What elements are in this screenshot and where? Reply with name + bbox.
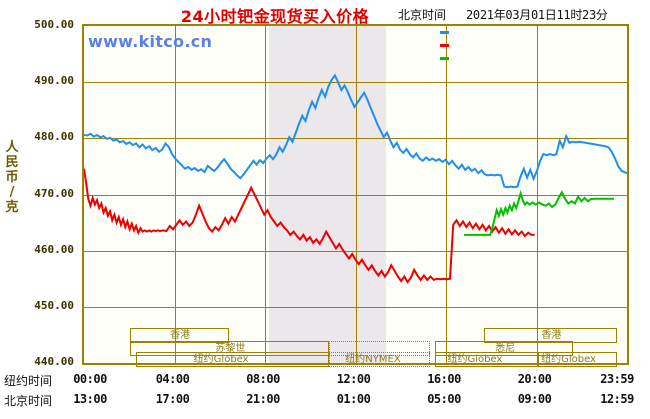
- market-session-bar: 苏黎世: [129, 341, 330, 356]
- y-axis-label-char: 币: [5, 170, 19, 185]
- y-axis-label-char: 克: [5, 200, 19, 215]
- market-session-label: 纽约Globex: [541, 354, 596, 365]
- market-session-bar: [329, 341, 430, 356]
- beijing-time-tick: 17:00: [155, 392, 190, 406]
- beijing-time-tick: 01:00: [336, 392, 371, 406]
- vertical-gridline: [175, 26, 176, 363]
- market-session-label: 香港: [170, 330, 191, 341]
- beijing-time-tick: 12:59: [600, 392, 634, 406]
- y-axis-label: 人民币 / 克: [4, 140, 20, 215]
- y-axis-tick-label: 470.00: [34, 186, 74, 200]
- market-session-label: 纽约NYMEX: [345, 354, 401, 365]
- price-series-line: [84, 168, 535, 284]
- market-session-bar: 纽约Globex: [538, 352, 617, 367]
- y-axis-tick-label: 490.00: [34, 74, 74, 88]
- y-axis-label-char: 民: [5, 155, 19, 170]
- market-session-bar: 纽约Globex: [434, 352, 539, 367]
- price-series-line: [464, 189, 614, 236]
- ny-time-tick: 20:00: [517, 372, 552, 386]
- vertical-gridline: [537, 26, 538, 363]
- legend-color-swatch: [440, 31, 449, 34]
- y-axis-label-char: 人: [5, 140, 19, 155]
- ny-time-tick: 08:00: [246, 372, 280, 386]
- ny-time-tick: 16:00: [427, 372, 461, 386]
- beijing-time-value: 2021年03月01日11时23分: [466, 8, 608, 22]
- ny-time-tick: 12:00: [336, 372, 371, 386]
- chart-legend: [440, 26, 626, 65]
- vertical-gridline: [265, 26, 266, 363]
- page-title: 24小时钯金现货买入价格: [180, 7, 370, 26]
- legend-color-swatch: [440, 44, 449, 47]
- horizontal-gridline: [84, 251, 627, 252]
- market-session-bar: 纽约Globex: [136, 352, 330, 367]
- beijing-time-label: 北京时间: [398, 8, 447, 22]
- horizontal-gridline: [84, 82, 627, 83]
- ny-time-row-label: 纽约时间: [4, 374, 53, 388]
- y-axis-tick-label: 480.00: [34, 130, 74, 144]
- legend-item: [440, 52, 626, 65]
- ny-time-tick: 23:59: [600, 372, 634, 386]
- vertical-gridline: [356, 26, 357, 363]
- price-line-chart: [84, 73, 627, 284]
- vertical-gridline: [446, 26, 447, 363]
- market-session-bar: 香港: [483, 328, 617, 343]
- y-axis-label-char: /: [9, 185, 15, 200]
- legend-item: [440, 26, 626, 39]
- ny-time-tick: 00:00: [73, 372, 107, 386]
- market-session-label: 香港: [541, 330, 562, 341]
- horizontal-gridline: [84, 195, 627, 196]
- market-session-bar: 纽约NYMEX: [329, 352, 430, 367]
- chart-plot-area: www.kitco.cn: [82, 24, 629, 365]
- market-session-label: 纽约Globex: [447, 354, 503, 365]
- beijing-time-row-label: 北京时间: [4, 394, 53, 408]
- y-axis-tick-label: 440.00: [34, 355, 74, 368]
- chart-inner: www.kitco.cn: [84, 26, 627, 363]
- legend-color-swatch: [440, 57, 449, 60]
- y-axis-tick-label: 450.00: [34, 298, 74, 312]
- beijing-time-tick: 09:00: [517, 392, 552, 406]
- y-axis-tick-label: 460.00: [34, 242, 74, 256]
- beijing-time-tick: 05:00: [427, 392, 461, 406]
- horizontal-gridline: [84, 307, 627, 308]
- beijing-time-tick: 13:00: [73, 392, 107, 406]
- market-session-label: 悉尼: [495, 343, 516, 354]
- beijing-time-tick: 21:00: [246, 392, 280, 406]
- legend-item: [440, 39, 626, 52]
- kitco-watermark: www.kitco.cn: [88, 32, 213, 51]
- market-session-bar: 悉尼: [434, 341, 574, 356]
- market-session-bar: 香港: [129, 328, 229, 343]
- horizontal-gridline: [84, 138, 627, 139]
- price-series-line: [84, 73, 627, 189]
- market-session-label: 纽约Globex: [193, 354, 249, 365]
- ny-time-tick: 04:00: [155, 372, 190, 386]
- y-axis-tick-label: 500.00: [34, 18, 74, 31]
- market-session-label: 苏黎世: [215, 343, 246, 354]
